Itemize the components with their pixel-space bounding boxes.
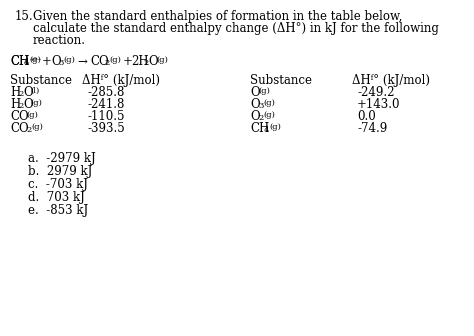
Text: 3: 3 (258, 102, 264, 110)
Text: 3: 3 (58, 59, 64, 67)
Text: (g): (g) (263, 99, 275, 107)
Text: -241.8: -241.8 (87, 98, 124, 111)
Text: c.  -703 kJ: c. -703 kJ (28, 178, 88, 191)
Text: 0.0: 0.0 (357, 110, 376, 123)
Text: (g): (g) (269, 123, 281, 131)
Text: ₊₉₋: ₊₉₋ (29, 55, 41, 63)
Text: (g): (g) (31, 123, 43, 131)
Text: Substance: Substance (250, 74, 312, 87)
Text: 2: 2 (26, 126, 31, 134)
Text: +: + (42, 55, 52, 68)
Text: H: H (10, 86, 20, 99)
Text: CH: CH (250, 122, 269, 135)
Text: 2: 2 (18, 90, 23, 98)
Text: 2: 2 (104, 59, 109, 67)
Text: 15.: 15. (15, 10, 34, 23)
Text: -74.9: -74.9 (357, 122, 387, 135)
Text: (g): (g) (156, 56, 168, 64)
Text: (g): (g) (30, 99, 42, 107)
Text: (g): (g) (263, 111, 275, 119)
Text: CH: CH (10, 55, 29, 68)
Text: O: O (23, 98, 33, 111)
Text: Given the standard enthalpies of formation in the table below,: Given the standard enthalpies of formati… (33, 10, 402, 23)
Text: e.  -853 kJ: e. -853 kJ (28, 204, 88, 217)
Text: ΔHᶠ° (kJ/mol): ΔHᶠ° (kJ/mol) (82, 74, 160, 87)
Text: d.  703 kJ: d. 703 kJ (28, 191, 85, 204)
Text: -249.2: -249.2 (357, 86, 394, 99)
Text: -285.8: -285.8 (87, 86, 124, 99)
Text: calculate the standard enthalpy change (ΔH°) in kJ for the following: calculate the standard enthalpy change (… (33, 22, 439, 35)
Text: O: O (250, 86, 260, 99)
Text: ΔHᶠ° (kJ/mol): ΔHᶠ° (kJ/mol) (352, 74, 430, 87)
Text: (g): (g) (29, 56, 41, 64)
Text: O: O (250, 110, 260, 123)
Text: O: O (51, 55, 61, 68)
Text: O: O (148, 55, 158, 68)
Text: -110.5: -110.5 (87, 110, 125, 123)
Text: -393.5: -393.5 (87, 122, 125, 135)
Text: 4: 4 (24, 58, 29, 66)
Text: H: H (10, 98, 20, 111)
Text: CO: CO (10, 122, 28, 135)
Text: Substance: Substance (10, 74, 72, 87)
Text: 2H: 2H (131, 55, 149, 68)
Text: CO: CO (90, 55, 109, 68)
Text: (g): (g) (63, 56, 75, 64)
Text: 4: 4 (24, 59, 29, 67)
Text: b.  2979 kJ: b. 2979 kJ (28, 165, 92, 178)
Text: (l): (l) (30, 87, 39, 95)
Text: →: → (77, 55, 87, 68)
Text: O: O (250, 98, 260, 111)
Text: +: + (123, 55, 133, 68)
Text: 2: 2 (18, 102, 23, 110)
Text: O: O (23, 86, 33, 99)
Text: 2: 2 (143, 59, 148, 67)
Text: a.  -2979 kJ: a. -2979 kJ (28, 152, 96, 165)
Text: CO: CO (10, 110, 28, 123)
Text: 4: 4 (264, 126, 270, 134)
Text: (g): (g) (258, 87, 270, 95)
Text: reaction.: reaction. (33, 34, 86, 47)
Text: (g): (g) (26, 111, 38, 119)
Text: CH: CH (10, 55, 29, 68)
Text: (g): (g) (109, 56, 121, 64)
Text: 2: 2 (258, 114, 263, 122)
Text: +143.0: +143.0 (357, 98, 401, 111)
